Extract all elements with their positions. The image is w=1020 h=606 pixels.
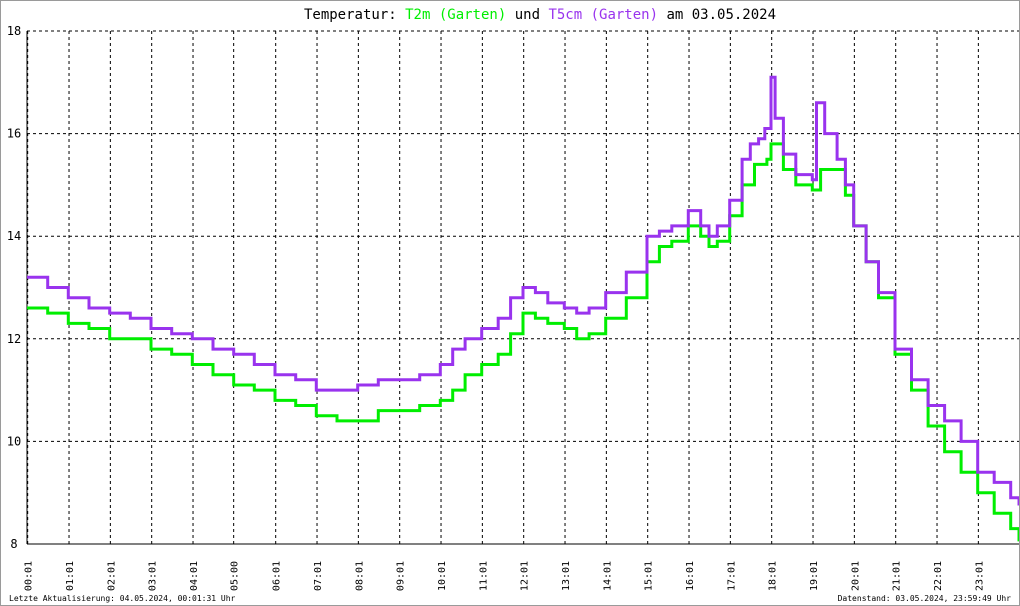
chart-title: Temperatur: T2m (Garten) und T5cm (Garte…: [304, 7, 776, 23]
title-date: am 03.05.2024: [658, 7, 776, 23]
footer-last-update: Letzte Aktualisierung: 04.05.2024, 00:01…: [9, 594, 236, 603]
x-tick-label: 18:01: [768, 561, 779, 591]
y-tick-label: 18: [7, 24, 21, 38]
title-series-t5cm: T5cm (Garten): [548, 7, 658, 23]
x-tick-label: 12:01: [520, 561, 531, 591]
y-tick-label: 10: [7, 434, 21, 448]
x-tick-label: 05:00: [230, 561, 241, 591]
x-tick-label: 14:01: [602, 561, 613, 591]
x-tick-label: 06:01: [272, 561, 283, 591]
y-tick-labels: 8 10 12 14 16 18: [7, 24, 21, 551]
x-tick-label: 20:01: [850, 561, 861, 591]
x-tick-label: 02:01: [106, 561, 117, 591]
x-tick-label: 22:01: [933, 561, 944, 591]
y-tick-label: 14: [7, 229, 21, 243]
x-tick-labels: 00:01 01:01 02:01 03:01 04:01 05:00 06:01 07:01…: [24, 561, 986, 591]
title-mid: und: [506, 7, 548, 23]
x-tick-label: 15:01: [644, 561, 655, 591]
x-tick-label: 04:01: [189, 561, 200, 591]
x-tick-label: 00:01: [24, 561, 35, 591]
x-tick-label: 19:01: [809, 561, 820, 591]
x-tick-label: 16:01: [685, 561, 696, 591]
series-lines: [27, 75, 1019, 542]
title-series-t2m: T2m (Garten): [405, 7, 506, 23]
grid: [27, 30, 1019, 544]
series-line-t2m: [27, 142, 1019, 542]
x-tick-label: 11:01: [478, 561, 489, 591]
x-tick-label: 10:01: [437, 561, 448, 591]
x-tick-label: 07:01: [313, 561, 324, 591]
y-tick-label: 8: [10, 537, 17, 551]
x-tick-label: 03:01: [148, 561, 159, 591]
axes: [26, 31, 1019, 545]
x-tick-label: 08:01: [354, 561, 365, 591]
x-tick-label: 17:01: [726, 561, 737, 591]
x-tick-label: 23:01: [974, 561, 985, 591]
series-line-t5cm: [27, 75, 1019, 506]
title-prefix: Temperatur:: [304, 7, 405, 23]
x-tick-label: 13:01: [561, 561, 572, 591]
y-tick-label: 16: [7, 127, 21, 141]
footer-data-status: Datenstand: 03.05.2024, 23:59:49 Uhr: [838, 594, 1012, 603]
x-tick-label: 01:01: [65, 561, 76, 591]
y-tick-label: 12: [7, 332, 21, 346]
x-tick-label: 09:01: [396, 561, 407, 591]
x-tick-label: 21:01: [892, 561, 903, 591]
